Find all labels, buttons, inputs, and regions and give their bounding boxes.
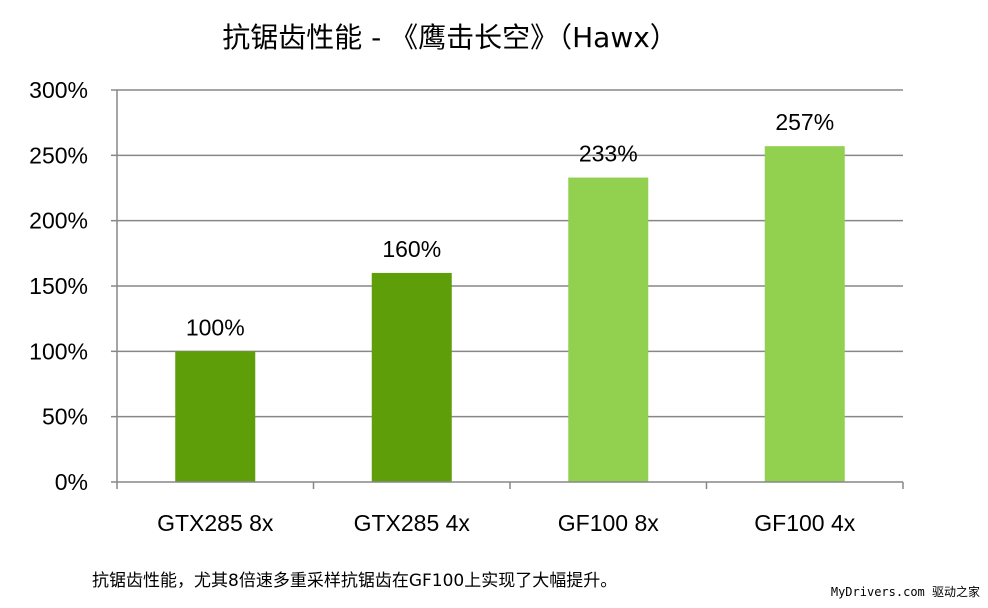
labels: 0% 50% 100% 150% 200% 250% 300% 100% GTX285 8x 16… [29,77,856,536]
bar [568,177,649,482]
x-tick-label: GF100 8x [558,510,659,536]
bar [371,272,452,482]
y-tick-label: 150% [29,273,88,299]
data-label: 257% [775,109,834,135]
chart-title: 抗锯齿性能 - 《鹰击长空》（Hawx） [222,21,678,54]
bar [764,146,845,483]
axes [111,89,904,489]
site-watermark: MyDrivers.com 驱动之家 [830,585,980,599]
y-tick-label: 300% [29,77,88,103]
data-label: 160% [382,236,441,262]
data-label: 233% [579,141,638,167]
x-tick-label: GTX285 4x [354,510,471,536]
x-tick-label: GF100 4x [754,510,855,536]
x-tick-label: GTX285 8x [157,510,274,536]
y-tick-label: 100% [29,338,88,364]
y-tick-label: 200% [29,208,88,234]
y-tick-label: 50% [42,404,88,430]
bars [175,146,845,483]
y-tick-label: 0% [55,469,88,495]
data-label: 100% [186,314,245,340]
bar [175,351,256,482]
chart-caption: 抗锯齿性能，尤其8倍速多重采样抗锯齿在GF100上实现了大幅提升。 [92,571,618,591]
y-tick-label: 250% [29,142,88,168]
